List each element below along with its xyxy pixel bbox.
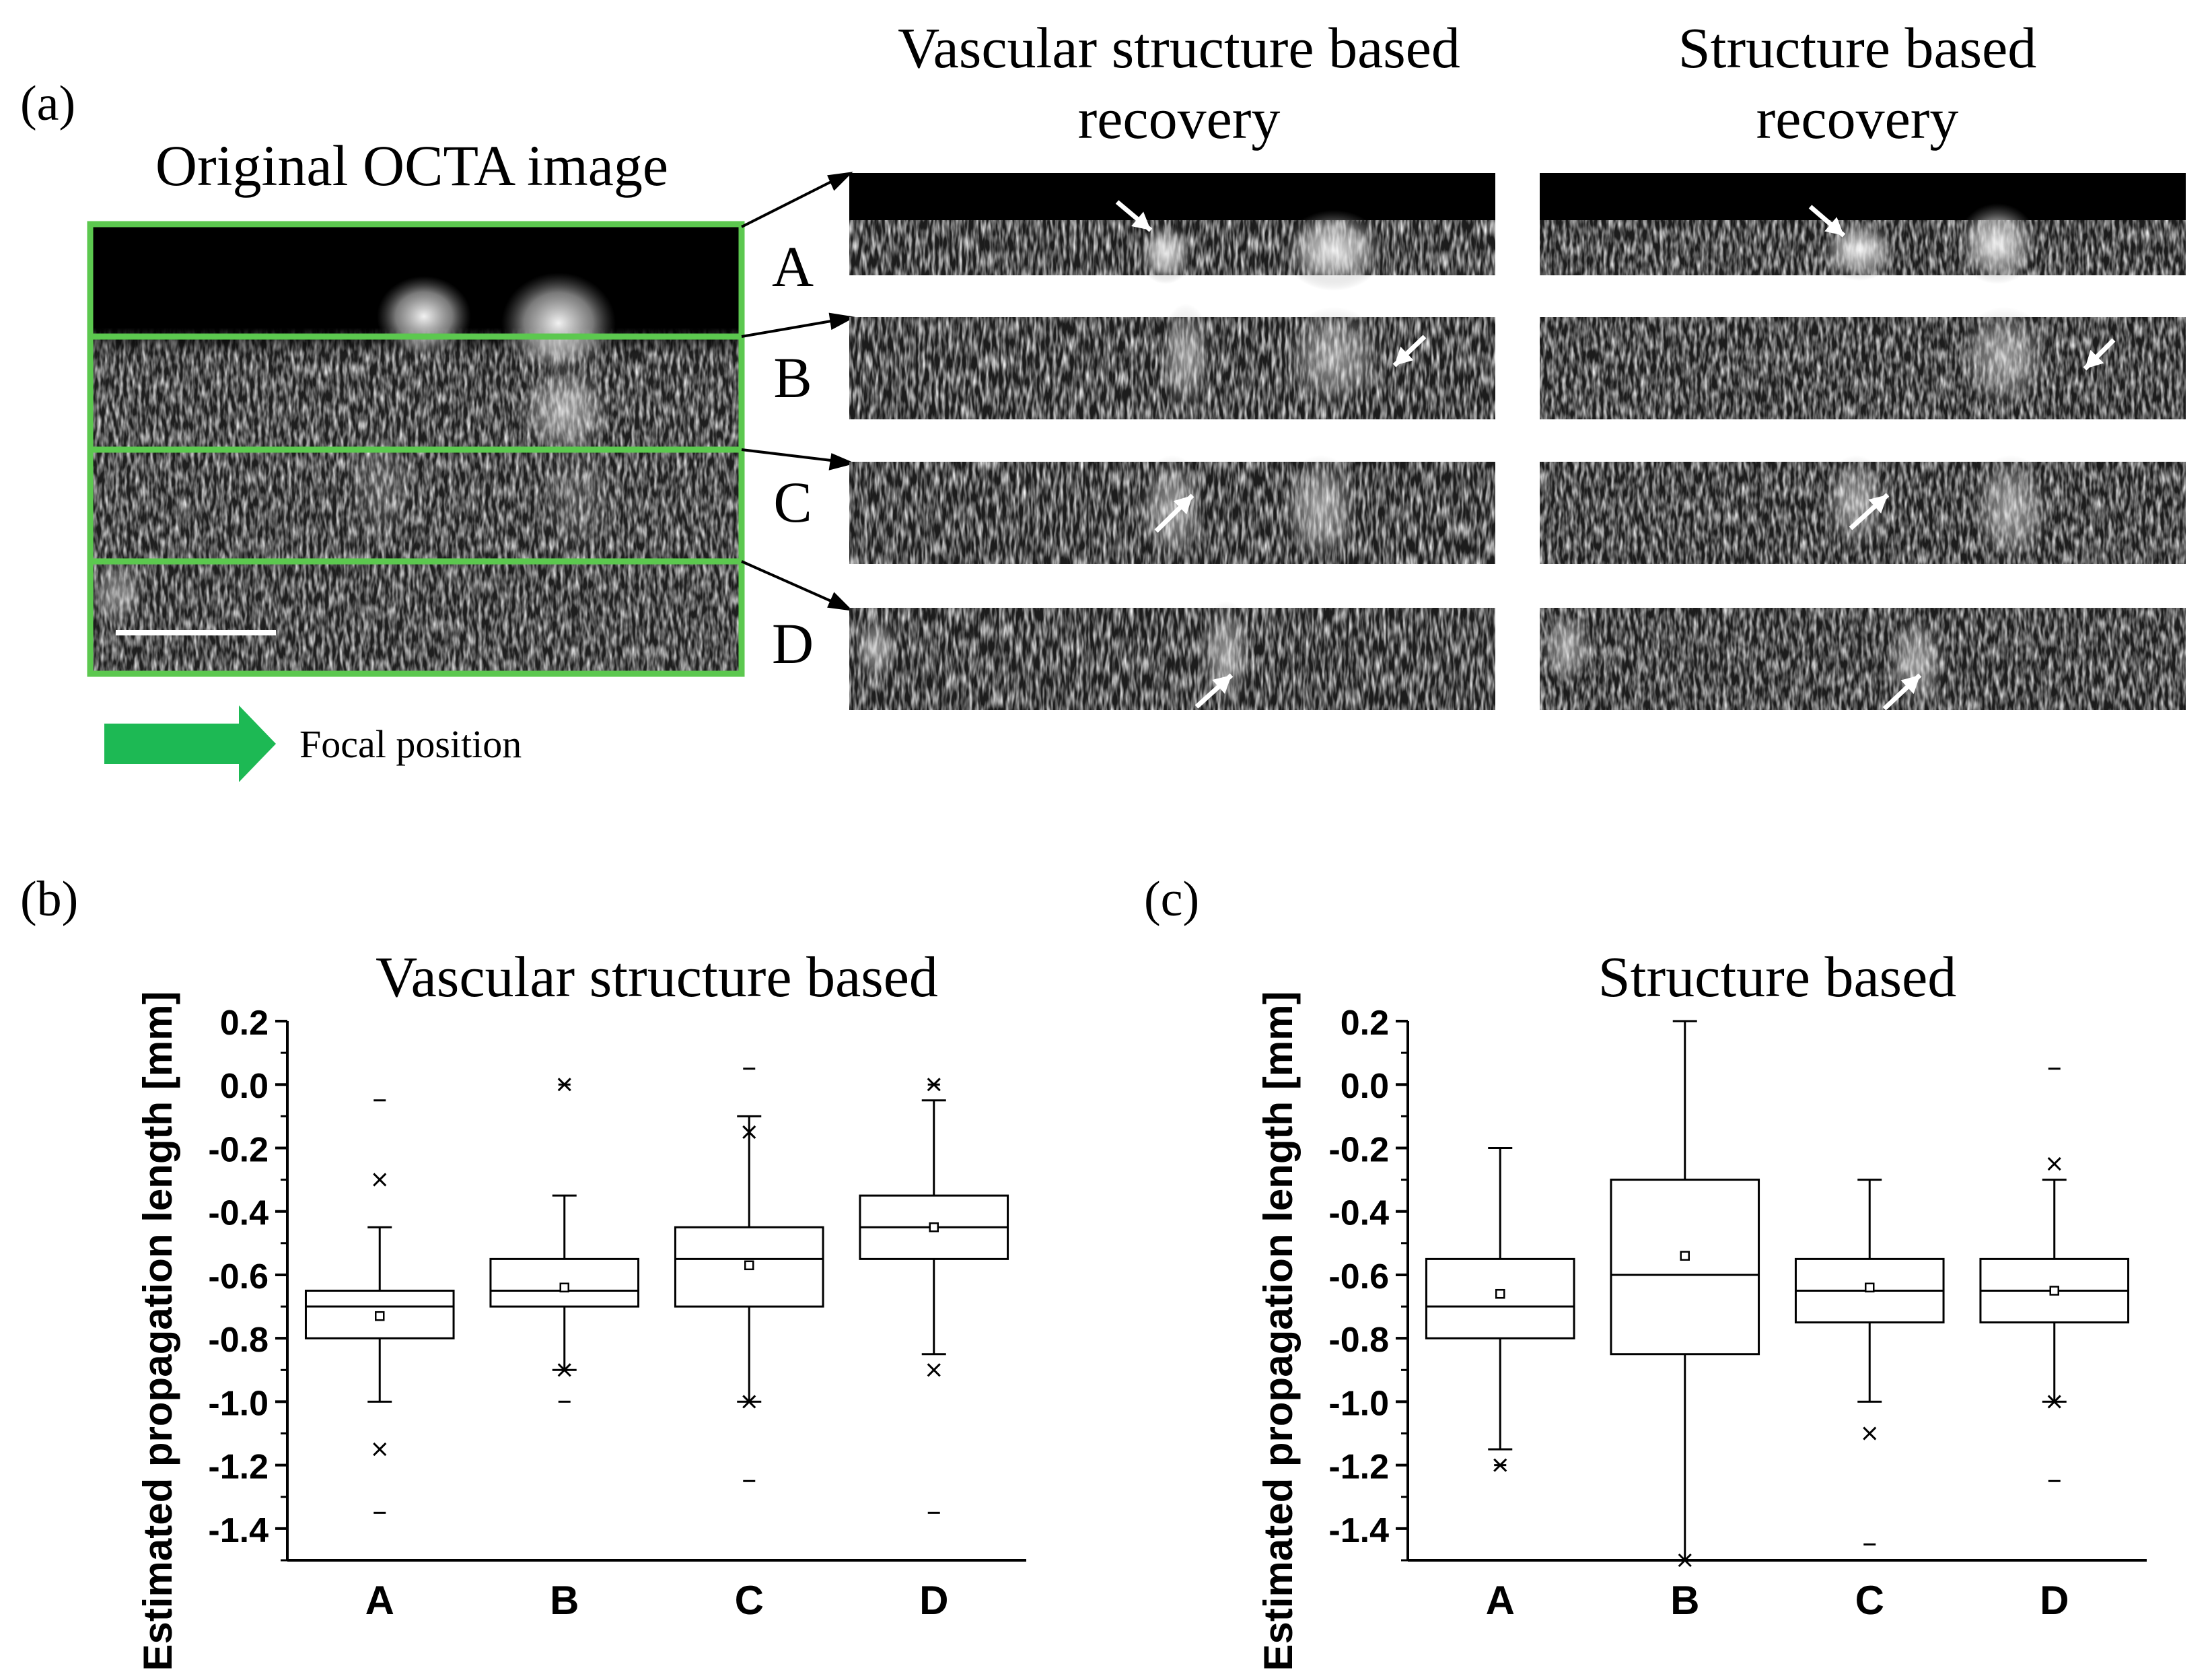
y-tick-label: -0.4 <box>208 1194 269 1233</box>
boxplot-structure: Structure based Estimated propagation len… <box>1256 944 2147 1670</box>
panel-b-label: (b) <box>20 872 78 927</box>
recovery-image-strips <box>849 173 2186 711</box>
x-tick-label: C <box>735 1578 764 1623</box>
outlier-mark <box>557 1363 571 1377</box>
y-tick-label: 0.0 <box>220 1067 269 1106</box>
white-arrow-icon <box>1849 493 1890 530</box>
box-d <box>1979 1068 2130 1482</box>
y-tick-label: -1.2 <box>1328 1448 1389 1487</box>
focal-position-label: Focal position <box>299 722 522 766</box>
panel-c-label: (c) <box>1144 872 1199 927</box>
row-label-a: A <box>772 234 814 299</box>
focal-position-arrow-icon <box>104 705 276 782</box>
y-tick-label: 0.2 <box>1341 1004 1389 1043</box>
row-labels: A B C D <box>772 234 814 676</box>
y-tick-label: -0.8 <box>208 1321 269 1360</box>
original-image-frames <box>87 221 745 677</box>
white-arrow-icon <box>1194 673 1234 709</box>
outlier-mark <box>1678 1553 1692 1568</box>
box-mean <box>559 1282 569 1293</box>
box-mean <box>929 1222 939 1232</box>
chart-title: Structure based <box>1598 944 1957 1009</box>
box-a <box>1425 1146 1575 1472</box>
x-tick-label: B <box>1670 1578 1699 1623</box>
recovery-strip-d-vascular <box>849 601 1495 710</box>
outlier-mark <box>927 1363 941 1377</box>
outlier-mark <box>2047 1395 2061 1409</box>
y-axis-label: Estimated propagation length [mm] <box>135 991 180 1670</box>
box-iqr <box>1610 1179 1760 1356</box>
box-b <box>489 1078 640 1403</box>
connector-arrows <box>741 172 856 611</box>
outlier-mark <box>373 1442 387 1457</box>
white-arrow-icon <box>1115 200 1153 232</box>
outlier-mark <box>742 1125 756 1139</box>
row-label-d: D <box>772 611 814 676</box>
box-d <box>859 1078 1009 1514</box>
box-mean <box>1495 1288 1505 1299</box>
panel-a-label: (a) <box>20 76 75 131</box>
y-tick-label: -1.2 <box>208 1448 269 1487</box>
x-tick-label: A <box>1486 1578 1515 1623</box>
box-mean <box>2049 1286 2059 1296</box>
y-tick-label: 0.0 <box>1341 1067 1389 1106</box>
white-arrow-icon <box>2083 338 2116 371</box>
outlier-mark <box>1863 1426 1877 1440</box>
recovery-strip-b-vascular <box>849 304 1495 419</box>
row-label-c: C <box>773 470 812 534</box>
y-tick-label: -0.6 <box>208 1257 269 1296</box>
recovery-strip-d-structure <box>1540 608 2186 711</box>
boxplot-vascular-structure: Vascular structure based Estimated propag… <box>135 944 1026 1670</box>
y-tick-label: -0.2 <box>208 1130 269 1169</box>
x-tick-label: D <box>2040 1578 2069 1623</box>
recovery-strip-c-structure <box>1540 455 2186 564</box>
x-tick-label: D <box>919 1578 948 1623</box>
structure-recovery-title-line1: Structure based <box>1678 15 2037 80</box>
x-tick-label: A <box>365 1578 394 1623</box>
vascular-recovery-title-line1: Vascular structure based <box>898 15 1460 80</box>
outlier-mark <box>2047 1156 2061 1171</box>
y-tick-label: -1.0 <box>1328 1384 1389 1423</box>
white-arrow-icon <box>1154 493 1194 533</box>
vascular-recovery-title-line2: recovery <box>1078 86 1281 151</box>
recovery-strip-a-vascular <box>849 173 1495 291</box>
y-tick-label: -0.6 <box>1328 1257 1389 1296</box>
y-tick-label: -0.4 <box>1328 1194 1389 1233</box>
x-tick-label: C <box>1855 1578 1884 1623</box>
box-b <box>1610 1020 1760 1568</box>
y-tick-label: -1.0 <box>208 1384 269 1423</box>
box-c <box>1794 1179 1945 1545</box>
box-mean <box>744 1260 754 1271</box>
original-image-title: Original OCTA image <box>155 133 668 198</box>
structure-recovery-title-line2: recovery <box>1756 86 1959 151</box>
y-tick-label: 0.2 <box>220 1004 269 1043</box>
y-tick-label: -1.4 <box>1328 1511 1389 1550</box>
recovery-strip-a-structure <box>1540 173 2186 284</box>
white-arrow-icon <box>1882 673 1922 711</box>
outlier-mark <box>373 1173 387 1187</box>
chart-title: Vascular structure based <box>376 944 938 1009</box>
box-mean <box>375 1311 385 1321</box>
recovery-strip-b-structure <box>1540 307 2186 419</box>
focal-position-legend: Focal position <box>104 705 522 782</box>
y-tick-label: -0.2 <box>1328 1130 1389 1169</box>
white-arrow-icon <box>1392 335 1427 368</box>
y-tick-label: -1.4 <box>208 1511 269 1550</box>
box-c <box>674 1068 824 1482</box>
x-tick-label: B <box>550 1578 579 1623</box>
recovery-strip-c-vascular <box>849 455 1495 564</box>
y-axis-label: Estimated propagation length [mm] <box>1256 991 1301 1670</box>
outlier-mark <box>742 1395 756 1409</box>
y-tick-label: -0.8 <box>1328 1321 1389 1360</box>
box-a <box>304 1099 455 1514</box>
white-arrow-icon <box>1808 205 1846 238</box>
box-mean <box>1865 1282 1875 1293</box>
box-mean <box>1680 1251 1690 1261</box>
row-label-b: B <box>773 345 812 410</box>
